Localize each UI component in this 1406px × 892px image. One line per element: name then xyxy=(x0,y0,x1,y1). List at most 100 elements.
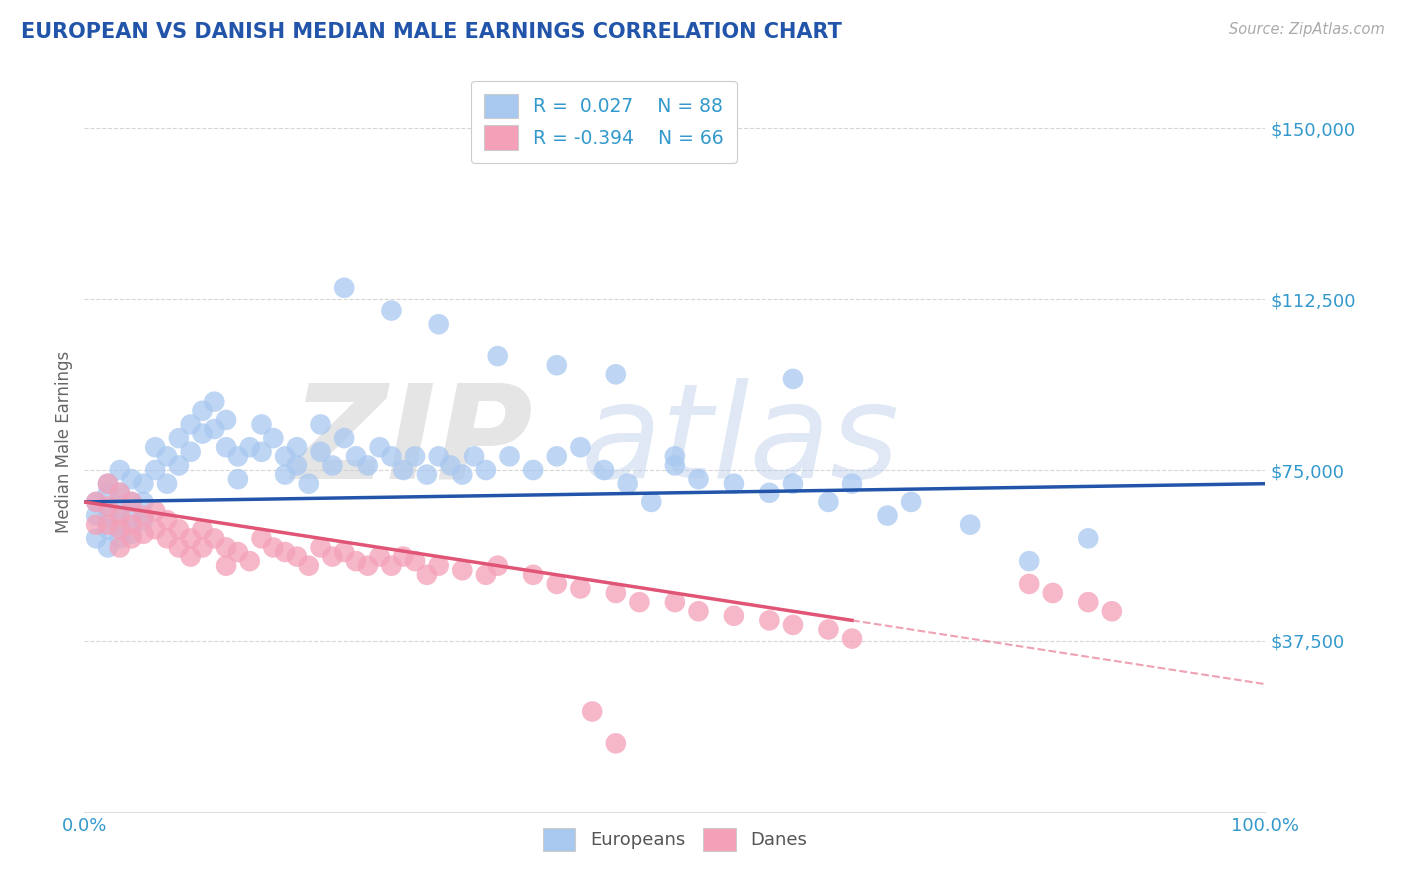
Point xyxy=(156,532,179,546)
Point xyxy=(333,431,356,445)
Point xyxy=(298,558,321,573)
Point xyxy=(841,632,863,646)
Point xyxy=(143,504,166,518)
Point xyxy=(132,513,155,527)
Point xyxy=(191,426,214,441)
Point xyxy=(1042,586,1064,600)
Point xyxy=(215,541,238,555)
Point xyxy=(132,508,155,523)
Point xyxy=(167,541,190,555)
Point xyxy=(404,450,426,464)
Point xyxy=(108,463,131,477)
Point xyxy=(108,500,131,514)
Point xyxy=(156,513,179,527)
Point xyxy=(782,618,804,632)
Point xyxy=(817,623,839,637)
Legend: Europeans, Danes: Europeans, Danes xyxy=(536,821,814,858)
Point xyxy=(84,532,107,546)
Point xyxy=(581,705,603,719)
Point xyxy=(97,500,120,514)
Point xyxy=(285,458,308,473)
Point xyxy=(84,508,107,523)
Text: EUROPEAN VS DANISH MEDIAN MALE EARNINGS CORRELATION CHART: EUROPEAN VS DANISH MEDIAN MALE EARNINGS … xyxy=(21,22,842,42)
Point xyxy=(121,526,143,541)
Point xyxy=(262,431,284,445)
Point xyxy=(451,467,474,482)
Point xyxy=(380,303,402,318)
Point xyxy=(616,476,638,491)
Point xyxy=(723,608,745,623)
Point xyxy=(108,517,131,532)
Point xyxy=(569,440,592,454)
Point xyxy=(344,554,367,568)
Point xyxy=(605,368,627,382)
Point xyxy=(416,467,439,482)
Text: Source: ZipAtlas.com: Source: ZipAtlas.com xyxy=(1229,22,1385,37)
Point xyxy=(486,349,509,363)
Point xyxy=(392,463,415,477)
Point xyxy=(143,440,166,454)
Point xyxy=(605,736,627,750)
Point xyxy=(1018,577,1040,591)
Point xyxy=(167,522,190,536)
Point xyxy=(605,586,627,600)
Point xyxy=(97,476,120,491)
Point xyxy=(239,554,262,568)
Point xyxy=(121,495,143,509)
Point xyxy=(97,485,120,500)
Point xyxy=(97,508,120,523)
Point xyxy=(180,532,202,546)
Point xyxy=(84,517,107,532)
Point xyxy=(758,485,780,500)
Point xyxy=(664,450,686,464)
Point xyxy=(191,541,214,555)
Point xyxy=(239,440,262,454)
Point xyxy=(250,417,273,432)
Point xyxy=(546,450,568,464)
Point xyxy=(132,526,155,541)
Point xyxy=(121,472,143,486)
Point xyxy=(1077,532,1099,546)
Point xyxy=(191,522,214,536)
Point xyxy=(167,431,190,445)
Point xyxy=(546,358,568,372)
Point xyxy=(451,563,474,577)
Point xyxy=(274,450,297,464)
Point xyxy=(143,463,166,477)
Point xyxy=(250,444,273,458)
Point xyxy=(664,458,686,473)
Point xyxy=(285,440,308,454)
Point xyxy=(688,604,710,618)
Point xyxy=(439,458,461,473)
Point xyxy=(84,495,107,509)
Point xyxy=(285,549,308,564)
Point xyxy=(640,495,662,509)
Point xyxy=(782,372,804,386)
Point xyxy=(108,532,131,546)
Point xyxy=(333,281,356,295)
Point xyxy=(463,450,485,464)
Point xyxy=(309,444,332,458)
Point xyxy=(226,450,249,464)
Point xyxy=(723,476,745,491)
Point xyxy=(180,417,202,432)
Point xyxy=(427,317,450,331)
Point xyxy=(522,567,544,582)
Text: atlas: atlas xyxy=(581,378,900,505)
Point xyxy=(593,463,616,477)
Point xyxy=(664,595,686,609)
Point xyxy=(841,476,863,491)
Point xyxy=(143,522,166,536)
Point xyxy=(475,463,498,477)
Point xyxy=(108,522,131,536)
Point xyxy=(416,567,439,582)
Point xyxy=(108,485,131,500)
Point xyxy=(262,541,284,555)
Point xyxy=(97,517,120,532)
Point xyxy=(344,450,367,464)
Point xyxy=(333,545,356,559)
Point xyxy=(404,554,426,568)
Point xyxy=(569,582,592,596)
Point xyxy=(392,549,415,564)
Point xyxy=(309,541,332,555)
